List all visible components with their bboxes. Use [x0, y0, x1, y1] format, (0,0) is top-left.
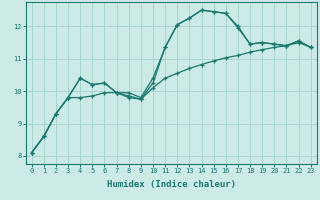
X-axis label: Humidex (Indice chaleur): Humidex (Indice chaleur) — [107, 180, 236, 189]
